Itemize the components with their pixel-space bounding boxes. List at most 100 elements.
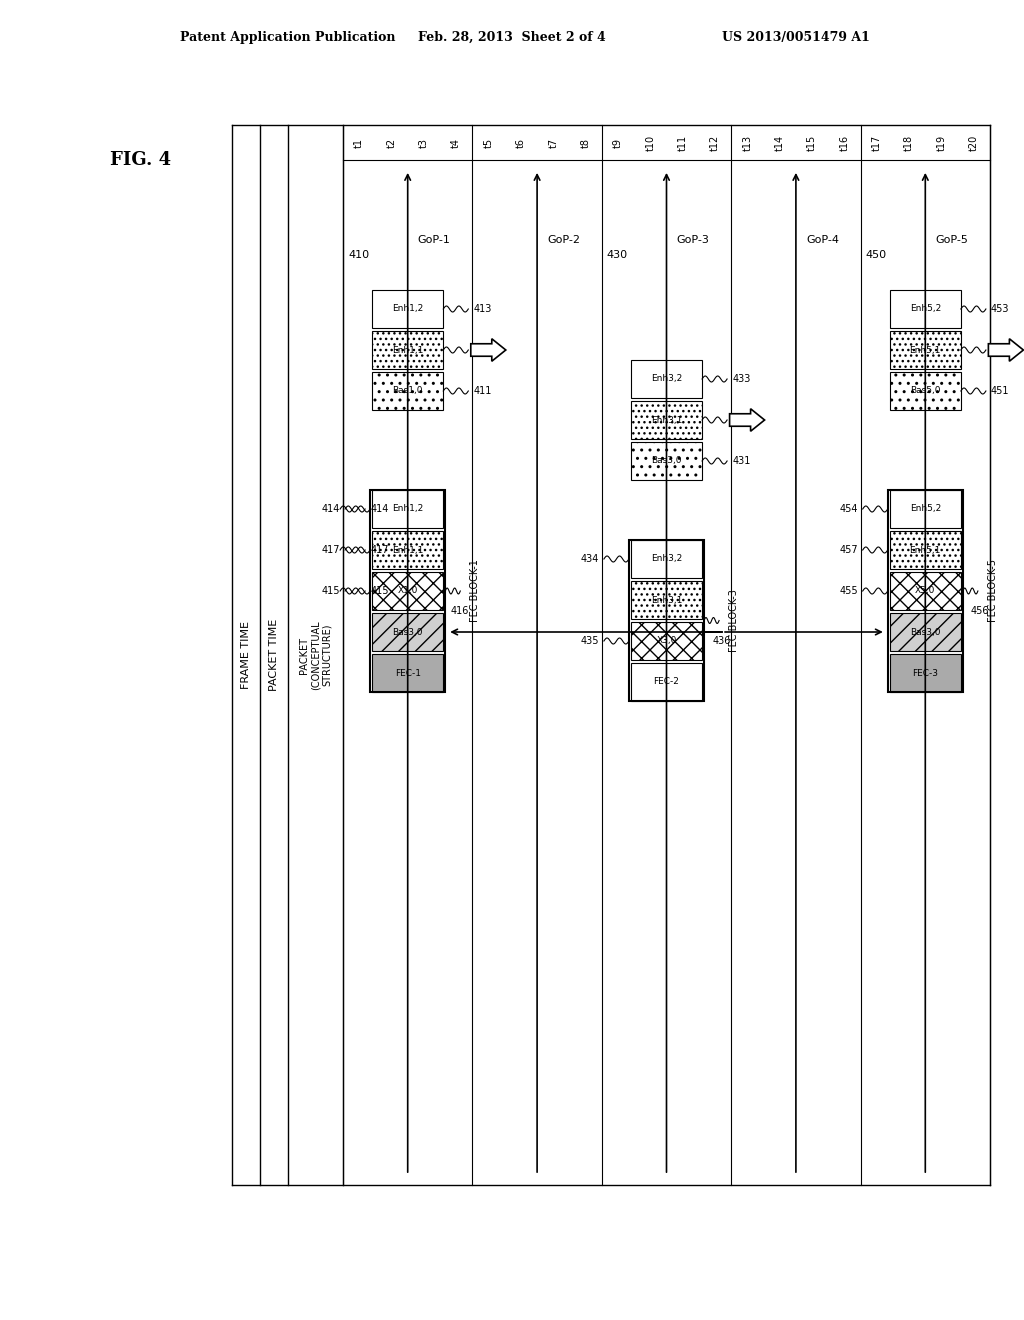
Text: FEC-1: FEC-1 <box>394 668 421 677</box>
Bar <box>890 331 961 370</box>
Polygon shape <box>729 409 765 432</box>
Text: 451: 451 <box>991 385 1010 396</box>
Text: 417: 417 <box>322 545 340 554</box>
Text: 456: 456 <box>971 606 989 616</box>
Bar <box>890 490 961 528</box>
Text: GoP-3: GoP-3 <box>677 235 710 246</box>
Bar <box>631 360 702 399</box>
Bar <box>372 490 443 528</box>
Polygon shape <box>988 339 1023 362</box>
Text: 413: 413 <box>473 304 492 314</box>
Text: Enh1,1: Enh1,1 <box>392 545 423 554</box>
Bar <box>631 622 702 660</box>
Text: 431: 431 <box>732 455 751 466</box>
Text: Feb. 28, 2013  Sheet 2 of 4: Feb. 28, 2013 Sheet 2 of 4 <box>418 30 606 44</box>
Text: 457: 457 <box>839 545 858 554</box>
Text: 450: 450 <box>865 249 887 260</box>
Text: 410: 410 <box>348 249 369 260</box>
Bar <box>890 290 961 327</box>
Text: 454: 454 <box>840 504 858 513</box>
Text: GoP-1: GoP-1 <box>418 235 451 246</box>
Text: GoP-5: GoP-5 <box>935 235 968 246</box>
Text: 411: 411 <box>473 385 492 396</box>
Text: 434: 434 <box>581 554 599 564</box>
Text: 455: 455 <box>839 586 858 597</box>
Text: 416: 416 <box>451 606 469 616</box>
Text: Enh5,2: Enh5,2 <box>909 504 941 513</box>
Text: 433: 433 <box>732 374 751 384</box>
Bar <box>631 401 702 440</box>
Text: Bas3,0: Bas3,0 <box>392 627 423 636</box>
Bar <box>631 663 702 701</box>
Text: 415: 415 <box>322 586 340 597</box>
Text: FEC-3: FEC-3 <box>912 668 938 677</box>
Text: Enh3,1: Enh3,1 <box>651 595 682 605</box>
Text: t16: t16 <box>840 135 850 150</box>
Text: t11: t11 <box>678 135 688 150</box>
Text: t20: t20 <box>969 135 979 150</box>
Text: Enh3,1: Enh3,1 <box>651 416 682 425</box>
Bar <box>372 372 443 411</box>
Text: 415: 415 <box>370 586 389 597</box>
Text: 435: 435 <box>581 636 599 645</box>
Text: t19: t19 <box>937 135 946 150</box>
Text: t12: t12 <box>710 135 720 150</box>
Text: 430: 430 <box>607 249 628 260</box>
Text: Enh5,2: Enh5,2 <box>909 305 941 314</box>
Text: Enh3,2: Enh3,2 <box>651 375 682 384</box>
Text: t17: t17 <box>871 135 882 150</box>
Text: Enh1,1: Enh1,1 <box>392 346 423 355</box>
Text: 414: 414 <box>322 504 340 513</box>
Text: 412: 412 <box>473 345 492 355</box>
Text: FEC BLOCK-5: FEC BLOCK-5 <box>988 560 997 623</box>
Bar <box>372 653 443 692</box>
Text: t2: t2 <box>386 137 396 148</box>
Text: Bas5,0: Bas5,0 <box>910 387 941 396</box>
Bar <box>890 372 961 411</box>
Text: Patent Application Publication: Patent Application Publication <box>180 30 395 44</box>
Text: t9: t9 <box>613 139 623 148</box>
Text: PACKET TIME: PACKET TIME <box>269 619 279 692</box>
Bar <box>372 290 443 327</box>
Text: 452: 452 <box>991 345 1010 355</box>
Text: Bas1,0: Bas1,0 <box>392 387 423 396</box>
Text: GoP-2: GoP-2 <box>547 235 581 246</box>
Text: Bas3,0: Bas3,0 <box>651 457 682 466</box>
Text: t14: t14 <box>775 135 784 150</box>
Text: t8: t8 <box>581 139 591 148</box>
Text: 453: 453 <box>991 304 1010 314</box>
Bar <box>629 540 705 701</box>
Text: 432: 432 <box>732 414 751 425</box>
Text: X5,0: X5,0 <box>915 586 936 595</box>
Bar <box>372 572 443 610</box>
Bar <box>631 540 702 578</box>
Text: 414: 414 <box>370 504 388 513</box>
Bar <box>890 531 961 569</box>
Bar <box>372 612 443 651</box>
Bar <box>631 442 702 480</box>
Text: t5: t5 <box>483 137 494 148</box>
Bar <box>370 490 445 692</box>
Text: Enh1,2: Enh1,2 <box>392 305 423 314</box>
Text: FIG. 4: FIG. 4 <box>110 150 171 169</box>
Text: X3,0: X3,0 <box>656 636 677 645</box>
Bar <box>888 490 963 692</box>
Text: FEC-2: FEC-2 <box>653 677 680 686</box>
Polygon shape <box>471 339 506 362</box>
Bar <box>890 612 961 651</box>
Bar <box>890 572 961 610</box>
Text: PACKET
(CONCEPTUAL
STRUCTURE): PACKET (CONCEPTUAL STRUCTURE) <box>299 620 332 690</box>
Text: 436: 436 <box>712 635 730 645</box>
Bar <box>372 531 443 569</box>
Bar <box>631 581 702 619</box>
Text: t3: t3 <box>419 139 429 148</box>
Text: 417: 417 <box>370 545 389 554</box>
Text: t6: t6 <box>516 139 526 148</box>
Text: t1: t1 <box>354 139 365 148</box>
Text: t7: t7 <box>548 137 558 148</box>
Text: Enh5,1: Enh5,1 <box>909 545 941 554</box>
Bar <box>372 331 443 370</box>
Text: GoP-4: GoP-4 <box>806 235 839 246</box>
Text: t10: t10 <box>645 135 655 150</box>
Text: t18: t18 <box>904 135 914 150</box>
